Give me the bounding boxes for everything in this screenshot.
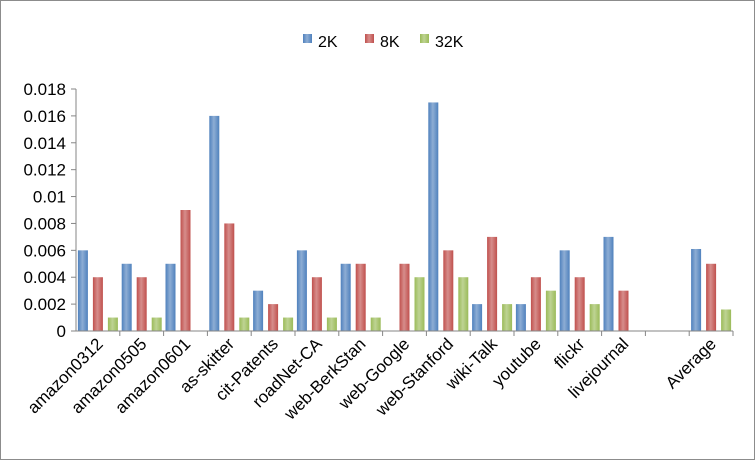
bar-32k-average	[721, 309, 732, 331]
bar-32k-youtube	[545, 290, 556, 331]
bar-8k-flickr	[574, 277, 585, 331]
y-tick-label: 0	[57, 322, 66, 341]
bar-8k-cit-patents	[268, 304, 279, 331]
bar-8k-web-stanford	[443, 250, 454, 331]
bar-32k-as-skitter	[239, 317, 250, 331]
bar-8k-roadnet-ca	[311, 277, 322, 331]
bar-8k-amazon0601	[180, 210, 191, 331]
bar-8k-web-google	[399, 263, 410, 331]
bar-2k-youtube	[515, 304, 526, 331]
y-axis: 0 0.002 0.004 0.006 0.008 0.01 0.012 0.014 0.016…	[23, 80, 77, 341]
bar-8k-web-berkstan	[355, 263, 366, 331]
y-tick-label: 0.008	[23, 214, 66, 233]
bar-8k-wiki-talk	[487, 236, 498, 331]
x-category-label: youtube	[489, 334, 545, 390]
bar-2k-web-stanford	[428, 102, 439, 331]
bar-32k-cit-patents	[283, 317, 294, 331]
legend-label-32k: 32K	[435, 34, 464, 51]
bars	[77, 102, 732, 331]
legend-swatch-2k	[303, 34, 312, 43]
y-tick-label: 0.014	[23, 134, 66, 153]
bar-8k-average	[706, 263, 717, 331]
bar-2k-average	[691, 248, 702, 331]
legend-swatch-32k	[420, 34, 429, 43]
bar-2k-livejournal	[603, 236, 614, 331]
bar-32k-web-berkstan	[370, 317, 381, 331]
bar-32k-roadnet-ca	[326, 317, 337, 331]
bar-8k-amazon0505	[136, 277, 147, 331]
x-category-label: flickr	[550, 334, 588, 372]
bar-2k-amazon0312	[77, 250, 88, 331]
legend-label-8k: 8K	[380, 34, 400, 51]
bar-8k-livejournal	[618, 290, 629, 331]
bar-32k-flickr	[589, 304, 600, 331]
legend-label-2k: 2K	[318, 34, 338, 51]
bar-2k-wiki-talk	[472, 304, 483, 331]
bar-8k-youtube	[530, 277, 541, 331]
legend-swatch-8k	[365, 34, 374, 43]
y-tick-label: 0.018	[23, 80, 66, 99]
legend: 2K 8K 32K	[303, 34, 464, 51]
bar-8k-amazon0312	[92, 277, 103, 331]
bar-8k-as-skitter	[224, 223, 235, 331]
x-axis: amazon0312amazon0505amazon0601as-skitter…	[24, 330, 734, 424]
y-tick-label: 0.006	[23, 241, 66, 260]
y-tick-label: 0.01	[33, 188, 66, 207]
y-tick-label: 0.002	[23, 295, 66, 314]
bar-2k-amazon0601	[165, 263, 176, 331]
bar-2k-amazon0505	[121, 263, 132, 331]
bar-2k-as-skitter	[209, 115, 220, 331]
bar-2k-cit-patents	[253, 290, 264, 331]
bar-2k-web-berkstan	[340, 263, 351, 331]
bar-32k-web-google	[414, 277, 425, 331]
bar-32k-wiki-talk	[502, 304, 513, 331]
bar-2k-flickr	[559, 250, 570, 331]
x-category-label: Average	[662, 334, 720, 392]
bar-32k-amazon0505	[151, 317, 162, 331]
bar-32k-web-stanford	[458, 277, 469, 331]
bar-2k-roadnet-ca	[296, 250, 307, 331]
y-tick-label: 0.016	[23, 107, 66, 126]
y-tick-label: 0.012	[23, 161, 66, 180]
bar-32k-amazon0312	[107, 317, 118, 331]
y-tick-label: 0.004	[23, 268, 66, 287]
